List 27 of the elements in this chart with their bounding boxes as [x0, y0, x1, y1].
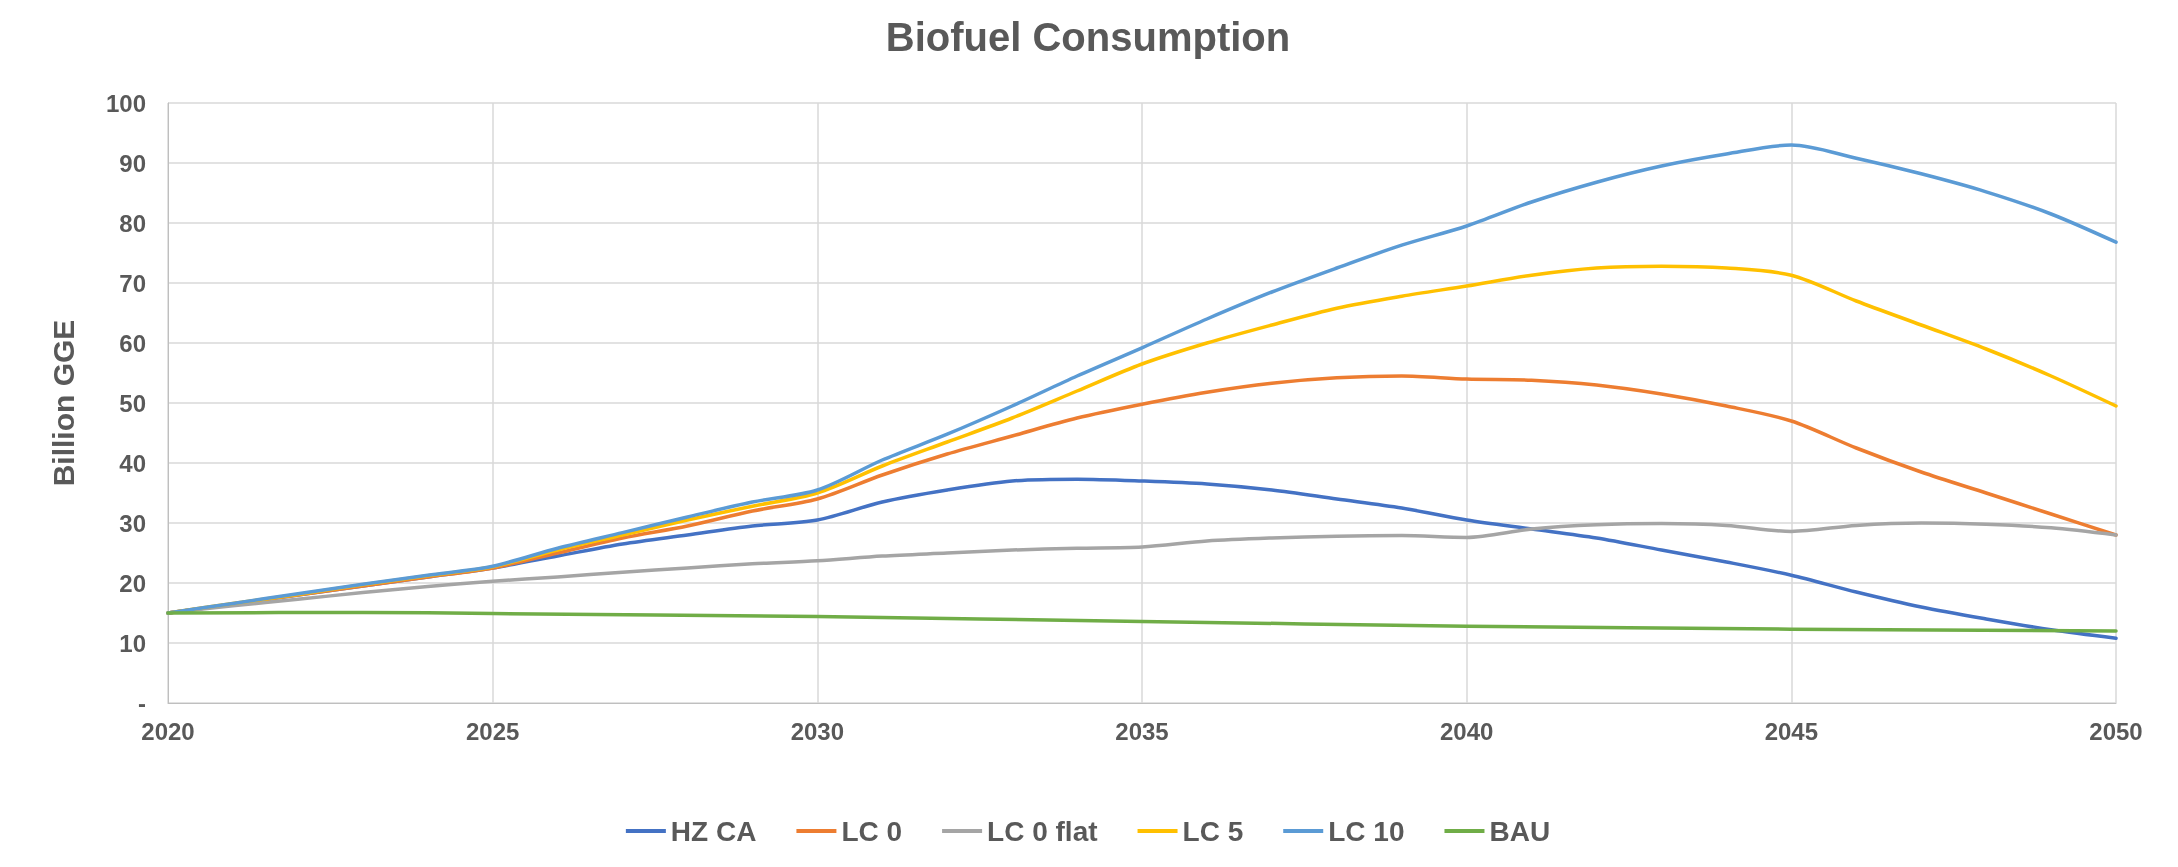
x-tick-label: 2035	[1115, 717, 1169, 745]
legend-label: LC 5	[1182, 815, 1244, 847]
y-tick-label: 50	[119, 389, 146, 417]
legend-label: LC 10	[1328, 815, 1405, 847]
legend-label: BAU	[1489, 815, 1551, 847]
line-series	[166, 610, 2118, 633]
y-tick-label: 90	[119, 149, 146, 177]
y-axis-title: Billion GGE	[46, 319, 80, 487]
legend-label: HZ CA	[670, 815, 757, 847]
y-tick-label: 40	[119, 449, 146, 477]
y-tick-label: 30	[119, 509, 146, 537]
x-tick-label: 2025	[465, 717, 520, 745]
y-tick-label: 60	[119, 329, 146, 357]
y-tick-label: 80	[119, 209, 146, 237]
x-tick-label: 2020	[141, 717, 195, 745]
y-tick-label: 100	[105, 89, 146, 117]
legend-label: LC 0 flat	[987, 815, 1098, 847]
y-tick-label: 70	[119, 269, 146, 297]
y-tick-label: 20	[119, 569, 146, 597]
y-tick-label: 10	[119, 629, 146, 657]
x-tick-label: 2045	[1764, 717, 1819, 745]
y-tick-label: -	[138, 689, 146, 717]
x-tick-label: 2030	[790, 717, 845, 745]
legend-label: LC 0	[841, 815, 903, 847]
chart-title: Biofuel Consumption	[885, 15, 1291, 59]
x-tick-label: 2050	[2089, 717, 2143, 745]
x-tick-label: 2040	[1439, 717, 1494, 745]
